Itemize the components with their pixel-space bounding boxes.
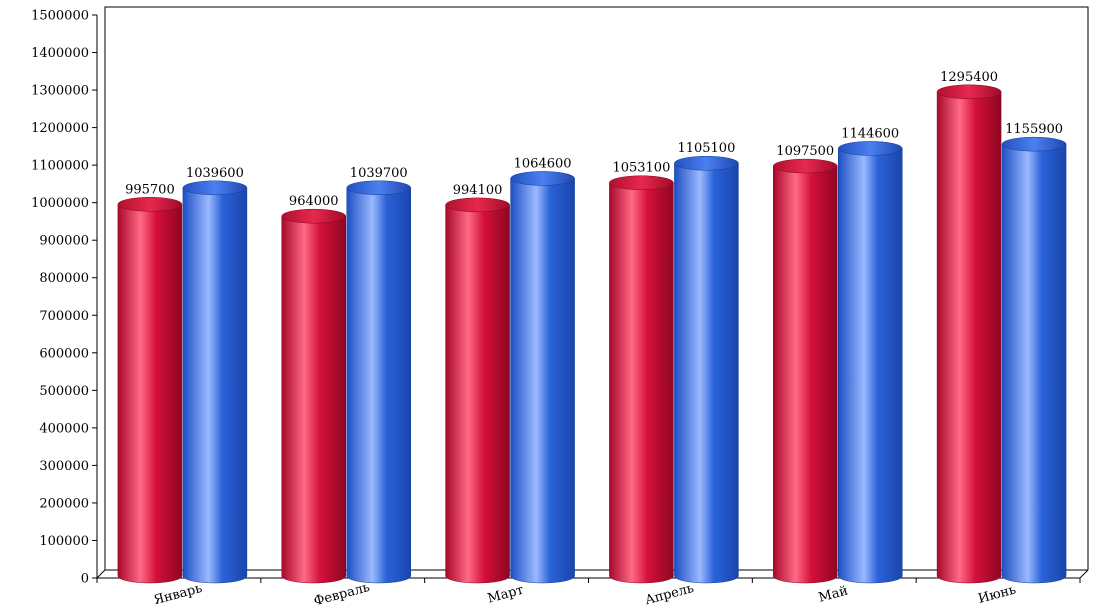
y-tick-label: 1500000	[31, 9, 89, 24]
bar-body	[773, 165, 838, 584]
floor-right-edge	[1079, 569, 1089, 579]
plot-frame	[96, 6, 1089, 579]
bar-body	[182, 187, 248, 584]
y-tick-label: 600000	[39, 346, 89, 361]
data-label: 995700	[125, 182, 175, 197]
data-label: 1039600	[186, 166, 244, 181]
x-tick-label: Февраль	[312, 580, 371, 609]
y-tick-label: 500000	[39, 384, 89, 399]
y-tick-label: 1100000	[31, 159, 89, 174]
x-tick-label: Май	[817, 584, 850, 606]
bar-body	[936, 91, 1002, 584]
data-label: 1097500	[776, 144, 834, 159]
bar-body	[281, 215, 346, 584]
bar-cap	[936, 84, 1002, 100]
bar-cap	[773, 158, 838, 174]
bar-body	[674, 162, 739, 584]
y-tick-label: 700000	[39, 309, 89, 324]
y-tick-label: 1400000	[31, 46, 89, 61]
y-tick-label: 1000000	[31, 196, 89, 211]
bar-cap	[117, 197, 183, 212]
data-label: 1144600	[841, 126, 899, 141]
bar-blue-4	[838, 141, 903, 584]
bar-cap	[445, 197, 510, 213]
bar-cap	[609, 175, 674, 190]
x-tick-label: Март	[486, 583, 525, 607]
bar-blue-1	[346, 180, 411, 584]
y-tick-label: 1300000	[31, 84, 89, 99]
y-tick-label: 100000	[39, 534, 89, 549]
x-tick-label: Июнь	[977, 582, 1018, 606]
data-label: 1064600	[514, 156, 572, 171]
data-label: 964000	[289, 194, 339, 209]
bar-body	[117, 204, 183, 584]
bar-cap	[281, 208, 346, 224]
bar-red-5	[936, 84, 1002, 584]
y-tick-label: 0	[81, 572, 89, 587]
bar-body	[346, 187, 411, 584]
bar-cap	[346, 180, 411, 196]
bar-red-1	[281, 208, 346, 584]
x-tick-label: Апрель	[643, 581, 695, 608]
bar-cap	[182, 180, 248, 196]
x-tick-label: Январь	[152, 581, 204, 608]
bar-body	[609, 182, 674, 584]
bar-cap	[674, 155, 739, 171]
bar-body	[510, 178, 575, 584]
bar-cap	[838, 141, 903, 156]
bar-red-2	[445, 197, 510, 584]
data-labels: 995700 1039600 964000 1039700 994100 1064600 1…	[125, 70, 1063, 209]
x-axis: Январь Февраль Март Апрель Май Июнь	[96, 577, 1081, 609]
bar-red-4	[773, 158, 838, 584]
bar-blue-0	[182, 180, 248, 584]
y-axis: 0 100000 200000 300000 400000 500000 600000 700…	[31, 9, 98, 587]
y-tick-label: 200000	[39, 496, 89, 511]
data-label: 1053100	[612, 161, 670, 176]
bar-body	[445, 204, 510, 584]
data-label: 1105100	[677, 141, 735, 156]
y-tick-label: 900000	[39, 234, 89, 249]
y-tick-label: 400000	[39, 421, 89, 436]
data-label: 1295400	[940, 70, 998, 85]
bar-blue-2	[510, 171, 575, 584]
bar-blue-5	[1001, 136, 1067, 584]
data-label: 1039700	[350, 166, 408, 181]
bar-body	[838, 148, 903, 584]
data-label: 1155900	[1005, 122, 1063, 137]
bars	[117, 84, 1067, 584]
y-tick-label: 800000	[39, 271, 89, 286]
bar-cap	[510, 171, 575, 186]
bar-red-3	[609, 175, 674, 584]
back-wall	[104, 6, 1089, 570]
data-label: 994100	[453, 183, 503, 198]
bar-blue-3	[674, 155, 739, 584]
y-tick-label: 300000	[39, 459, 89, 474]
bar-cap	[1001, 136, 1067, 152]
floor-left-edge	[96, 569, 106, 579]
bar-red-0	[117, 197, 183, 584]
y-tick-label: 1200000	[31, 121, 89, 136]
bar-body	[1001, 143, 1067, 584]
